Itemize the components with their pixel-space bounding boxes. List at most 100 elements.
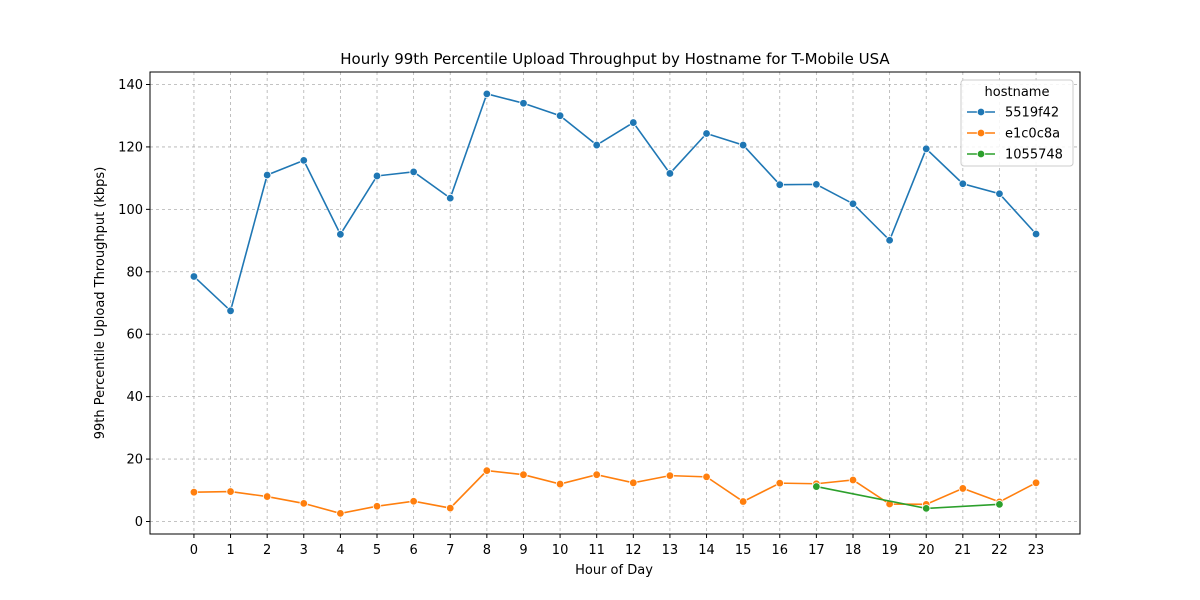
y-tick-label: 0 xyxy=(135,515,143,530)
data-point xyxy=(995,189,1004,198)
data-point xyxy=(738,140,748,150)
data-point xyxy=(299,156,308,165)
legend-marker xyxy=(976,128,986,138)
y-tick-label: 40 xyxy=(126,390,143,405)
data-point xyxy=(372,171,382,181)
x-tick-label: 17 xyxy=(808,543,825,558)
data-point xyxy=(629,118,638,127)
x-tick-label: 15 xyxy=(735,543,752,558)
x-tick-label: 12 xyxy=(625,543,642,558)
legend-box xyxy=(960,79,1074,167)
series-e1c0c8a xyxy=(189,466,1041,518)
x-tick-label: 9 xyxy=(519,543,527,558)
data-point xyxy=(812,482,821,491)
legend-label: 5519f42 xyxy=(1005,106,1059,121)
series-layer xyxy=(189,89,1041,518)
y-tick-label: 80 xyxy=(126,265,143,280)
data-point xyxy=(848,199,858,208)
legend-label: 1055748 xyxy=(1005,148,1063,163)
data-point xyxy=(519,470,528,479)
x-tick-label: 2 xyxy=(263,543,271,558)
data-point xyxy=(1031,229,1041,239)
x-tick-label: 3 xyxy=(300,543,308,558)
data-point xyxy=(848,475,858,485)
x-tick-label: 8 xyxy=(483,543,491,558)
legend-marker xyxy=(976,149,986,159)
data-point xyxy=(262,492,272,501)
legend-label: e1c0c8a xyxy=(1005,127,1060,142)
y-tick-label: 60 xyxy=(126,328,143,343)
series-line xyxy=(193,92,1037,313)
x-tick-label: 7 xyxy=(446,543,454,558)
data-point xyxy=(665,471,675,480)
data-point xyxy=(738,497,748,506)
data-point xyxy=(189,272,199,281)
data-point xyxy=(629,478,638,488)
x-axis-label: Hour of Day xyxy=(575,563,653,578)
data-point xyxy=(519,99,528,108)
data-point xyxy=(812,180,821,189)
x-tick-label: 19 xyxy=(881,543,898,558)
data-point xyxy=(958,179,968,188)
data-point xyxy=(775,478,784,488)
plot-frame xyxy=(149,71,1081,535)
x-tick-label: 6 xyxy=(409,543,417,558)
x-tick-label: 14 xyxy=(698,543,715,558)
x-tick-label: 5 xyxy=(373,543,381,558)
data-point xyxy=(262,170,272,180)
chart-title: Hourly 99th Percentile Upload Throughput… xyxy=(340,50,890,68)
data-point xyxy=(1031,478,1041,488)
data-point xyxy=(665,169,675,178)
data-point xyxy=(592,470,601,479)
data-point xyxy=(372,502,382,511)
legend: hostname 5519f42 e1c0c8a 1055748 xyxy=(960,79,1074,167)
data-point xyxy=(336,230,345,239)
legend-item: 1055748 xyxy=(967,148,1063,163)
data-point xyxy=(446,193,455,203)
data-point xyxy=(226,306,235,316)
data-point xyxy=(958,484,968,493)
data-point xyxy=(702,472,711,482)
y-tick-label: 120 xyxy=(118,140,143,155)
series-line xyxy=(193,469,1037,515)
data-point xyxy=(922,504,931,513)
y-tick-label: 140 xyxy=(118,78,143,93)
x-tick-label: 18 xyxy=(845,543,862,558)
data-point xyxy=(482,466,492,475)
data-point xyxy=(775,180,784,189)
data-point xyxy=(592,140,601,150)
data-point xyxy=(885,236,894,245)
axes: 0 1 2 3 4 5 6 7 8 9 10 11 12 13 14 15 16 17 18 19 20 21 22 2302… xyxy=(118,71,1081,558)
x-tick-label: 1 xyxy=(226,543,234,558)
grid xyxy=(150,72,1080,534)
data-point xyxy=(409,497,418,506)
x-tick-label: 22 xyxy=(991,543,1008,558)
series-5519f42 xyxy=(189,89,1041,316)
data-point xyxy=(482,89,492,99)
data-point xyxy=(922,144,931,153)
x-tick-label: 0 xyxy=(190,543,198,558)
y-tick-label: 100 xyxy=(118,203,143,218)
legend-item: 5519f42 xyxy=(967,106,1059,121)
data-point xyxy=(555,111,565,120)
y-axis-label: 99th Percentile Upload Throughput (kbps) xyxy=(93,167,108,440)
data-point xyxy=(555,479,565,489)
x-tick-label: 20 xyxy=(918,543,935,558)
legend-marker xyxy=(976,107,986,117)
data-point xyxy=(702,129,711,138)
y-tick-label: 20 xyxy=(126,453,143,468)
legend-title: hostname xyxy=(985,85,1050,100)
x-tick-label: 23 xyxy=(1028,543,1045,558)
legend-item: e1c0c8a xyxy=(967,127,1060,142)
data-point xyxy=(995,500,1004,509)
x-tick-label: 13 xyxy=(662,543,679,558)
x-tick-label: 11 xyxy=(588,543,605,558)
x-tick-label: 10 xyxy=(552,543,569,558)
data-point xyxy=(336,509,345,518)
data-point xyxy=(446,503,455,513)
x-tick-label: 16 xyxy=(771,543,788,558)
series-1055748 xyxy=(812,482,1004,513)
x-tick-label: 21 xyxy=(955,543,972,558)
data-point xyxy=(299,499,308,508)
